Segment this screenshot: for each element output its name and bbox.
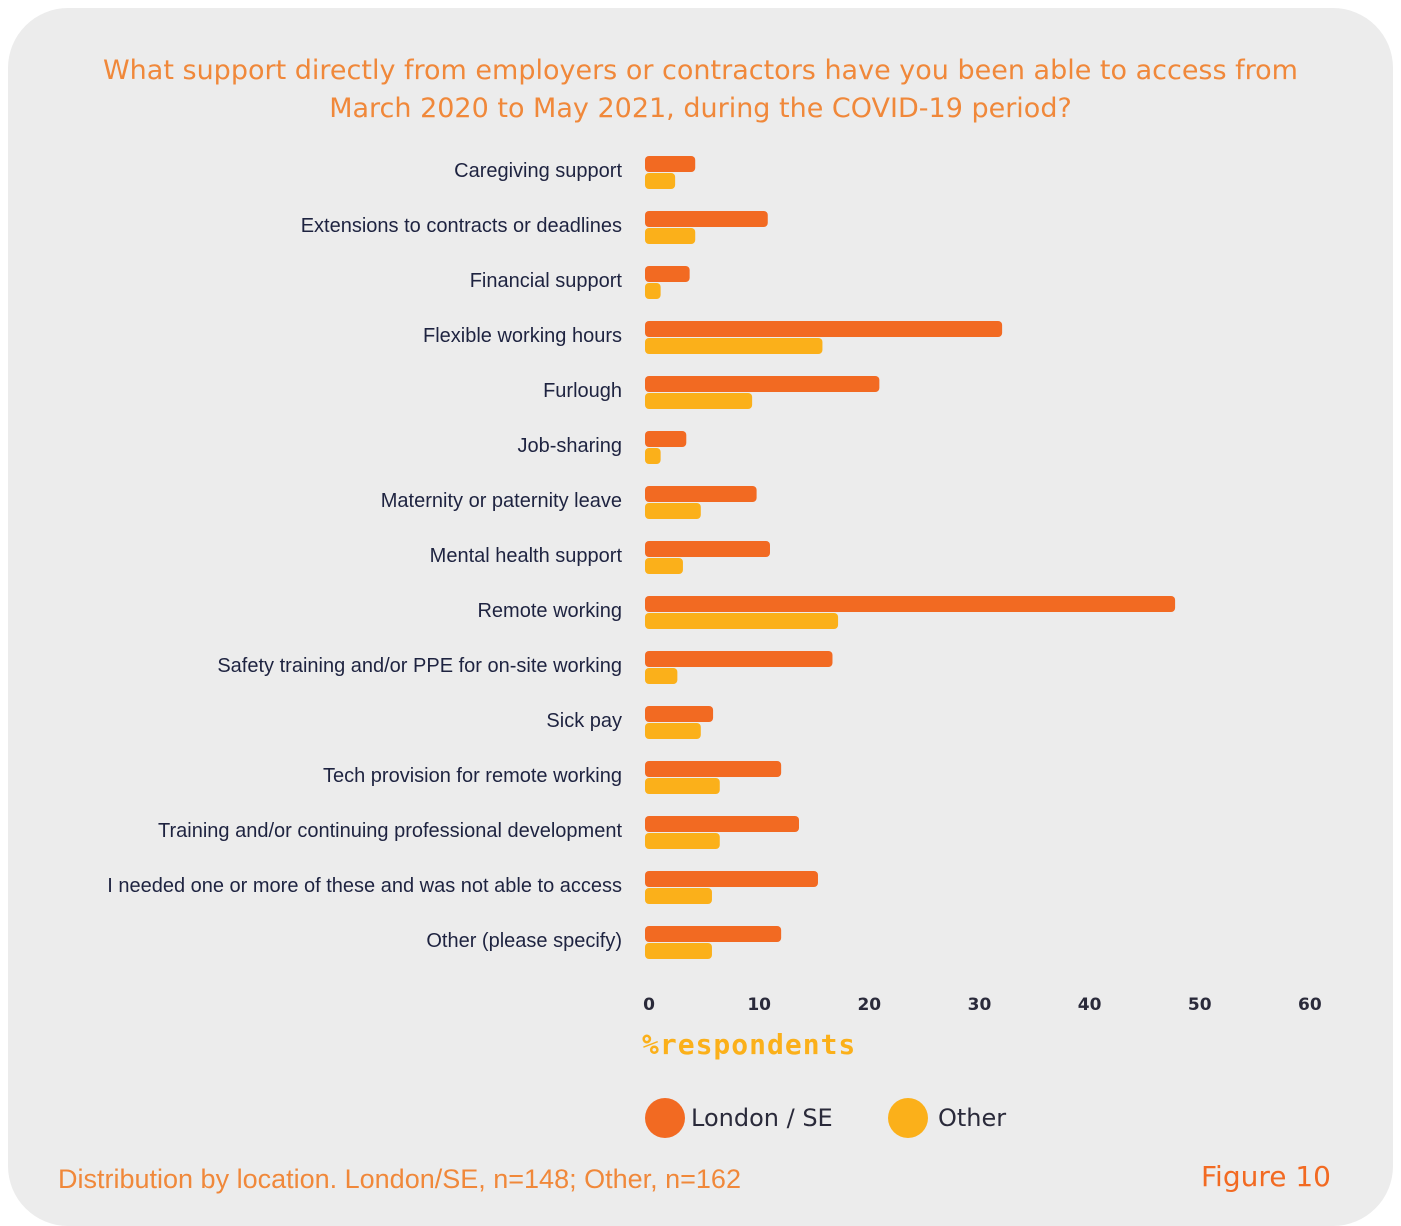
bar-other [645, 833, 720, 849]
bar-other [645, 943, 712, 959]
bar-london-se [645, 376, 880, 392]
bar-other [645, 613, 839, 629]
bar-other [645, 723, 701, 739]
bar-london-se [645, 211, 768, 227]
bar-london-se [645, 486, 757, 502]
legend-label-other: Other [938, 1104, 1007, 1132]
bar-other [645, 668, 678, 684]
bar-other [645, 778, 720, 794]
category-label: Remote working [477, 600, 622, 622]
legend-item-london: London / SE [645, 1098, 833, 1138]
x-tick-label: 30 [968, 995, 992, 1015]
category-label: Maternity or paternity leave [381, 490, 622, 512]
category-label: Flexible working hours [423, 325, 622, 347]
chart-title-line-2: March 2020 to May 2021, during the COVID… [329, 93, 1072, 124]
x-tick-label: 10 [747, 995, 771, 1015]
chart-title-line-1: What support directly from employers or … [102, 55, 1298, 86]
category-label: Sick pay [546, 710, 622, 732]
bar-london-se [645, 596, 1176, 612]
x-tick-label: 50 [1188, 995, 1212, 1015]
x-tick-label: 60 [1298, 995, 1322, 1015]
x-axis-label: %respondents [642, 1028, 856, 1061]
bar-london-se [645, 706, 714, 722]
bar-other [645, 558, 683, 574]
bar-london-se [645, 156, 696, 172]
category-label: Tech provision for remote working [323, 765, 622, 787]
x-tick-label: 40 [1078, 995, 1102, 1015]
category-label: Other (please specify) [426, 930, 622, 952]
category-label: Training and/or continuing professional … [158, 820, 622, 842]
bar-london-se [645, 651, 833, 667]
chart-title: What support directly from employers or … [0, 52, 1401, 128]
legend-label-london: London / SE [691, 1104, 833, 1132]
bar-london-se [645, 816, 800, 832]
category-label: Mental health support [430, 545, 623, 567]
legend-swatch-other [888, 1098, 928, 1138]
category-label: Caregiving support [454, 160, 622, 182]
bar-london-se [645, 321, 1003, 337]
category-label: Financial support [470, 270, 623, 292]
bar-other [645, 338, 823, 354]
bar-other [645, 228, 696, 244]
x-tick-label: 20 [857, 995, 881, 1015]
bar-other [645, 283, 661, 299]
category-label: Safety training and/or PPE for on-site w… [217, 655, 622, 677]
x-tick-label: 0 [643, 995, 655, 1015]
category-label: I needed one or more of these and was no… [107, 875, 622, 897]
footnote: Distribution by location. London/SE, n=1… [58, 1164, 741, 1194]
bar-london-se [645, 926, 782, 942]
bar-london-se [645, 431, 687, 447]
bar-other [645, 448, 661, 464]
category-label: Extensions to contracts or deadlines [301, 215, 622, 237]
bar-london-se [645, 761, 782, 777]
bar-other [645, 503, 701, 519]
bar-other [645, 393, 753, 409]
bar-london-se [645, 266, 690, 282]
bar-london-se [645, 871, 818, 887]
bar-london-se [645, 541, 770, 557]
legend-swatch-london [645, 1098, 685, 1138]
bar-other [645, 888, 712, 904]
category-label: Furlough [543, 380, 622, 402]
bar-other [645, 173, 676, 189]
category-label: Job-sharing [517, 435, 622, 457]
legend-item-other: Other [888, 1098, 1006, 1138]
figure-label: Figure 10 [1200, 1160, 1331, 1193]
